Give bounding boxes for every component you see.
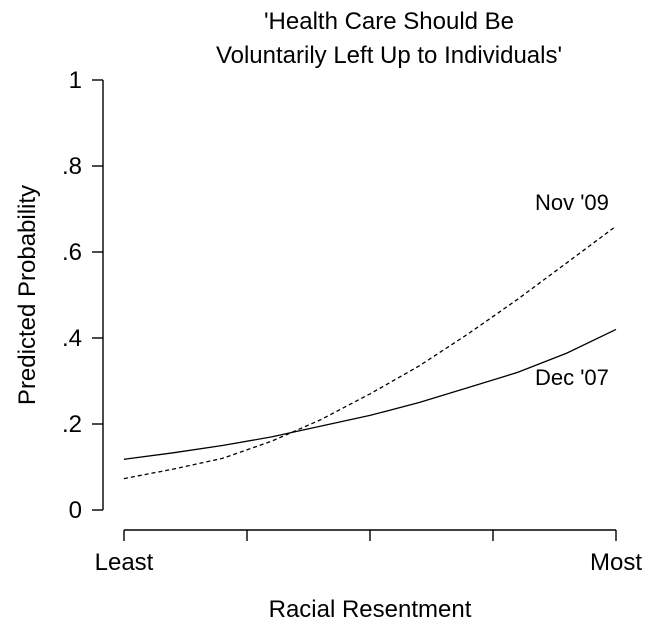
x-ticks: Least Most xyxy=(95,530,642,576)
series-lines xyxy=(123,225,617,480)
chart-title-line-1: 'Health Care Should Be xyxy=(264,8,514,35)
y-axis-label: Predicted Probability xyxy=(14,185,41,405)
y-tick-label: .8 xyxy=(62,153,82,180)
y-tick-label: 0 xyxy=(69,497,82,524)
x-axis-label: Racial Resentment xyxy=(269,596,472,622)
y-tick-label: 1 xyxy=(69,67,82,94)
series-line-dec-07 xyxy=(123,328,617,460)
y-tick-label: .4 xyxy=(62,325,82,352)
series-line-nov-09 xyxy=(123,225,617,480)
x-tick-label: Least xyxy=(95,549,154,576)
y-tick-label: .6 xyxy=(62,239,82,266)
y-tick-label: .2 xyxy=(62,411,82,438)
series-label-nov-09: Nov '09 xyxy=(535,190,609,215)
series-label-dec-07: Dec '07 xyxy=(535,365,609,390)
x-tick-label: Most xyxy=(590,549,642,576)
y-ticks: 0 .2 .4 .6 .8 1 xyxy=(62,67,103,524)
chart-title-line-2: Voluntarily Left Up to Individuals' xyxy=(216,42,562,69)
